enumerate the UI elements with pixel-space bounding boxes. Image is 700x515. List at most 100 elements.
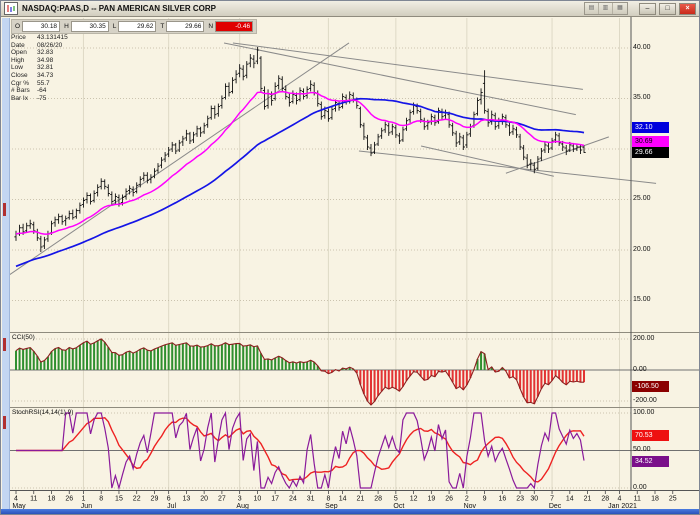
y-axis-label: 0.00 xyxy=(633,483,647,491)
y-axis-label: 40.00 xyxy=(633,43,651,51)
svg-text:10: 10 xyxy=(254,496,262,503)
stochrsi-signal-tag: 70.53 xyxy=(632,430,669,441)
svg-text:21: 21 xyxy=(356,496,364,503)
info-row: Price 43.131415 xyxy=(11,34,68,41)
svg-text:14: 14 xyxy=(339,496,347,503)
window-bottom-border xyxy=(1,509,699,514)
quote-strip: O 30.18 H 30.35 L 29.62 T 29.66 N -0.46 xyxy=(11,19,258,34)
y-axis-label: 20.00 xyxy=(633,245,651,253)
stochrsi-k-line xyxy=(16,410,585,491)
svg-text:1: 1 xyxy=(81,496,85,503)
splitter-grip-stochrsi[interactable] xyxy=(3,416,6,429)
svg-text:17: 17 xyxy=(271,496,279,503)
quote-label-H: H xyxy=(64,23,69,30)
app-icon xyxy=(4,2,18,15)
svg-text:29: 29 xyxy=(151,496,159,503)
svg-text:14: 14 xyxy=(566,496,574,503)
svg-text:26: 26 xyxy=(65,496,73,503)
svg-text:Oct: Oct xyxy=(393,503,404,510)
svg-text:9: 9 xyxy=(483,496,487,503)
close-button[interactable]: × xyxy=(679,2,696,15)
svg-text:25: 25 xyxy=(669,496,677,503)
toolbar-button-2[interactable]: ▥ xyxy=(599,3,613,14)
quote-label-T: T xyxy=(160,23,165,30)
toolbar-button-3[interactable]: ▦ xyxy=(613,3,627,14)
quote-label-L: L xyxy=(112,23,117,30)
y-axis-label: -200.00 xyxy=(633,396,657,404)
svg-text:16: 16 xyxy=(498,496,506,503)
cci-histogram xyxy=(15,338,585,405)
info-row: Close 34.73 xyxy=(11,71,54,79)
window-title: NASDAQ:PAAS,D -- PAN AMERICAN SILVER COR… xyxy=(22,4,216,13)
svg-text:18: 18 xyxy=(651,496,659,503)
ema-price-tag: 30.69 xyxy=(632,136,669,147)
ohlc-bars xyxy=(14,46,586,253)
svg-text:Jul: Jul xyxy=(167,503,176,510)
info-row: Date 08/26/20 xyxy=(11,41,63,49)
svg-text:8: 8 xyxy=(326,496,330,503)
y-axis-label: 15.00 xyxy=(633,296,651,303)
quote-value-N: -0.46 xyxy=(215,21,254,32)
info-row: # Bars -64 xyxy=(11,87,47,95)
minimize-button[interactable]: – xyxy=(639,2,656,15)
svg-text:24: 24 xyxy=(289,496,297,503)
svg-text:Jan 2021: Jan 2021 xyxy=(608,503,637,510)
stochrsi-k-tag: 34.52 xyxy=(632,456,669,467)
toolbar-button-1[interactable]: ▤ xyxy=(585,3,599,14)
window-titlebar[interactable]: NASDAQ:PAAS,D -- PAN AMERICAN SILVER COR… xyxy=(1,1,699,17)
svg-text:20: 20 xyxy=(200,496,208,503)
svg-text:22: 22 xyxy=(133,496,141,503)
svg-text:18: 18 xyxy=(48,496,56,503)
svg-text:12: 12 xyxy=(410,496,418,503)
svg-text:Jun: Jun xyxy=(81,503,92,510)
svg-text:3: 3 xyxy=(238,496,242,503)
svg-text:2: 2 xyxy=(465,496,469,503)
y-axis-label: 200.00 xyxy=(633,334,655,342)
cci-outline xyxy=(15,338,585,406)
svg-text:8: 8 xyxy=(99,496,103,503)
y-axis-label: 25.00 xyxy=(633,195,651,202)
svg-text:30: 30 xyxy=(530,496,538,503)
svg-text:23: 23 xyxy=(516,496,524,503)
quote-label-O: O xyxy=(15,23,21,30)
panel-splitter-strip[interactable] xyxy=(2,18,10,510)
quote-value-L: 29.62 xyxy=(118,21,157,32)
sma-price-tag: 32.10 xyxy=(632,122,669,133)
stochrsi-panel-label: StochRSI(14,14(1),9) xyxy=(12,409,74,416)
quote-label-N: N xyxy=(208,23,214,30)
svg-text:28: 28 xyxy=(601,496,609,503)
mini-toolbar: ▤ ▥ ▦ xyxy=(584,2,628,15)
svg-text:Aug: Aug xyxy=(236,503,249,510)
svg-text:31: 31 xyxy=(307,496,315,503)
info-row: Low 32.81 xyxy=(11,64,54,72)
svg-text:11: 11 xyxy=(634,496,641,503)
svg-text:May: May xyxy=(12,503,26,510)
svg-text:6: 6 xyxy=(167,496,171,503)
splitter-grip-price[interactable] xyxy=(3,203,6,216)
svg-text:5: 5 xyxy=(394,496,398,503)
svg-text:28: 28 xyxy=(374,496,382,503)
ema20-line xyxy=(15,90,585,235)
svg-text:4: 4 xyxy=(14,496,18,503)
info-row: Open 32.83 xyxy=(11,49,54,57)
info-row: High 34.98 xyxy=(11,56,54,64)
svg-text:Dec: Dec xyxy=(549,503,562,510)
quote-value-O: 30.18 xyxy=(22,21,61,32)
splitter-grip-cci[interactable] xyxy=(3,338,6,351)
y-axis-label: 100.00 xyxy=(633,408,655,416)
svg-text:Nov: Nov xyxy=(464,503,477,510)
quote-value-T: 29.66 xyxy=(166,21,205,32)
svg-text:19: 19 xyxy=(427,496,435,503)
svg-text:27: 27 xyxy=(218,496,226,503)
info-row: Cgr % 55.7 xyxy=(11,79,50,87)
last-trade-tag: 29.66 xyxy=(632,147,669,158)
y-axis-label: 50.00 xyxy=(633,446,651,453)
quote-value-H: 30.35 xyxy=(70,21,109,32)
svg-text:15: 15 xyxy=(115,496,123,503)
restore-button[interactable]: □ xyxy=(659,2,676,15)
svg-text:13: 13 xyxy=(183,496,191,503)
svg-text:26: 26 xyxy=(445,496,453,503)
